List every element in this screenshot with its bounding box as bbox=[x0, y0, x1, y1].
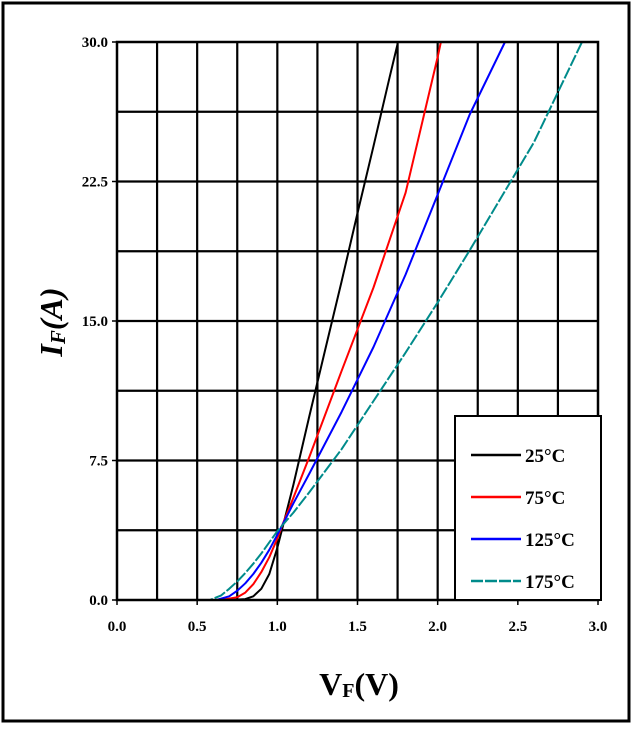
x-axis-label-main: V bbox=[319, 666, 342, 702]
y-axis-label: IF(A) bbox=[33, 287, 70, 357]
x-tick-label: 0.0 bbox=[108, 619, 127, 635]
x-tick-label: 0.5 bbox=[188, 619, 207, 635]
legend-label: 175°C bbox=[525, 572, 575, 593]
y-tick-label: 30.0 bbox=[82, 35, 108, 51]
plot-area: 0.0 0.5 1.0 1.5 2.0 2.5 3.0 0.0 7.5 15.0 22.5 30.0 2… bbox=[82, 35, 608, 635]
x-tick-label: 1.0 bbox=[268, 619, 287, 635]
legend-label: 75°C bbox=[525, 488, 565, 509]
y-axis-label-sub: F bbox=[46, 330, 70, 345]
x-tick-label: 2.0 bbox=[428, 619, 447, 635]
y-axis-label-tail: (A) bbox=[33, 287, 69, 330]
x-tick-label: 2.5 bbox=[508, 619, 527, 635]
series-line-1 bbox=[117, 43, 399, 601]
y-tick-label: 0.0 bbox=[89, 593, 108, 609]
x-axis-label-tail: (V) bbox=[354, 666, 398, 702]
y-axis-label-main: I bbox=[33, 343, 69, 358]
x-axis-label: VF(V) bbox=[319, 666, 399, 702]
series-line-3 bbox=[117, 41, 506, 601]
x-tick-label: 1.5 bbox=[348, 619, 367, 635]
legend-label: 25°C bbox=[525, 446, 565, 467]
legend-label: 125°C bbox=[525, 530, 575, 551]
y-tick-label: 22.5 bbox=[82, 175, 108, 191]
series-line-4 bbox=[117, 41, 583, 601]
x-tick-label: 3.0 bbox=[589, 619, 608, 635]
y-tick-label: 15.0 bbox=[82, 314, 108, 330]
legend-box bbox=[454, 415, 602, 601]
y-tick-label: 7.5 bbox=[89, 454, 108, 470]
x-axis-label-sub: F bbox=[342, 680, 354, 702]
